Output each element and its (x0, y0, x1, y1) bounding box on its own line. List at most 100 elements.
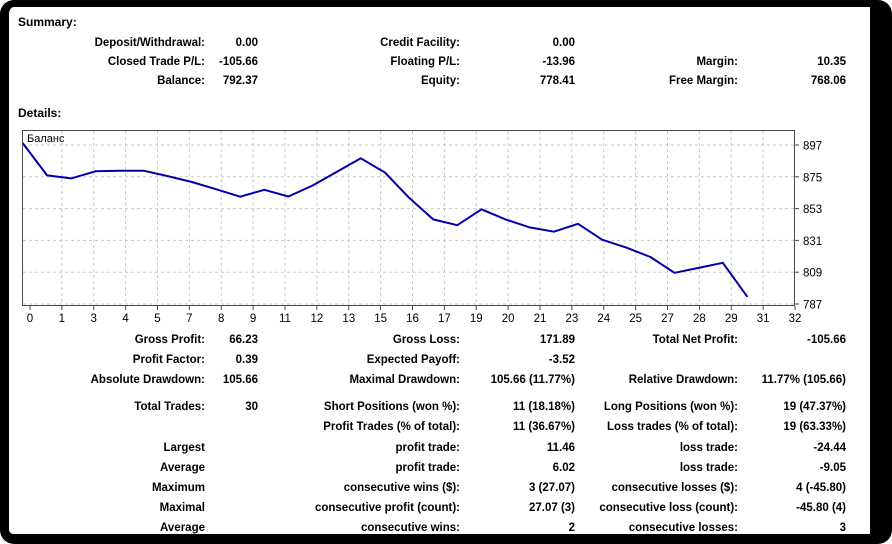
summary-row: Closed Trade P/L: -105.66 Floating P/L: … (0, 56, 892, 70)
y-axis-label: 897 (803, 141, 822, 153)
stat-label: Average (160, 522, 205, 534)
stat-value: 768.06 (810, 75, 846, 87)
stat-label: loss trade: (679, 462, 738, 474)
stat-value: 19 (47.37%) (783, 401, 846, 413)
x-axis-label: 19 (470, 313, 483, 325)
stat-value: 0.00 (552, 37, 575, 49)
x-axis-label: 17 (438, 313, 451, 325)
stat-value: 30 (245, 401, 258, 413)
stat-value: 66.23 (229, 334, 258, 346)
stats-row: Maximal consecutive profit (count): 27.0… (0, 502, 892, 516)
x-axis-label: 9 (250, 313, 256, 325)
stat-value: 4 (-45.80) (796, 482, 846, 494)
stat-value: 27.07 (3) (528, 502, 575, 514)
stats-row: Largest profit trade: 11.46 loss trade: … (0, 442, 892, 456)
stat-label: Credit Facility: (380, 37, 460, 49)
x-axis-label: 12 (310, 313, 323, 325)
balance-line (22, 142, 748, 298)
y-axis-label: 809 (803, 268, 822, 280)
stat-value: 19 (63.33%) (783, 421, 846, 433)
stat-value: 11 (18.18%) (512, 401, 575, 413)
stat-value: 3 (27.07) (528, 482, 575, 494)
stat-label: Gross Profit: (134, 334, 205, 346)
stat-label: Maximum (151, 482, 205, 494)
stat-label: Margin: (696, 56, 738, 68)
stat-label: consecutive loss (count): (599, 502, 738, 514)
stat-value: 3 (839, 522, 846, 534)
stat-value: -45.80 (4) (796, 502, 846, 514)
details-heading: Details: (18, 106, 62, 120)
stat-label: Floating P/L: (390, 56, 460, 68)
balance-chart: 897 875 853 831 809 787 0 1 3 4 5 7 8 9 11 12 13 15 16 17 19… (22, 130, 882, 330)
stat-label: Largest (163, 442, 205, 454)
x-axis-label: 27 (661, 313, 674, 325)
stats-row: Total Trades: 30 Short Positions (won %)… (0, 401, 892, 415)
stats-row: Average consecutive wins: 2 consecutive … (0, 522, 892, 536)
stat-label: profit trade: (395, 442, 460, 454)
stats-row: Gross Profit: 66.23 Gross Loss: 171.89 T… (0, 334, 892, 348)
stat-value: 11 (36.67%) (512, 421, 575, 433)
stat-value: 105.66 (11.77%) (490, 374, 575, 386)
summary-heading: Summary: (18, 15, 77, 29)
x-axis-label: 0 (27, 313, 33, 325)
x-axis-label: 15 (374, 313, 387, 325)
x-axis-label: 8 (218, 313, 224, 325)
stat-value: 0.00 (235, 37, 258, 49)
stat-label: Relative Drawdown: (628, 374, 738, 386)
stat-value: 171.89 (539, 334, 575, 346)
stat-label: Expected Payoff: (366, 354, 460, 366)
x-axis-label: 28 (693, 313, 706, 325)
stat-value: -24.44 (813, 442, 846, 454)
x-axis-label: 23 (565, 313, 578, 325)
stat-label: Long Positions (won %): (603, 401, 738, 413)
summary-row: Balance: 792.37 Equity: 778.41 Free Marg… (0, 75, 892, 89)
stat-value: 105.66 (222, 374, 258, 386)
x-axis-label: 16 (406, 313, 419, 325)
stat-value: 0.39 (235, 354, 258, 366)
stat-label: Closed Trade P/L: (107, 56, 205, 68)
x-axis-label: 29 (725, 313, 738, 325)
stat-label: Gross Loss: (392, 334, 460, 346)
chart-legend: Баланс (27, 133, 65, 145)
stat-label: profit trade: (395, 462, 460, 474)
stat-value: 11.46 (546, 442, 575, 454)
stat-label: Total Trades: (134, 401, 205, 413)
stat-label: Profit Factor: (132, 354, 205, 366)
stat-label: loss trade: (679, 442, 738, 454)
y-axis-label: 875 (803, 172, 822, 184)
stat-label: Free Margin: (668, 75, 738, 87)
y-axis-label: 831 (803, 236, 822, 248)
stat-label: Maximal Drawdown: (349, 374, 460, 386)
stat-label: Short Positions (won %): (323, 401, 460, 413)
x-axis-label: 25 (629, 313, 642, 325)
stat-label: consecutive wins: (360, 522, 460, 534)
x-axis-label: 1 (59, 313, 65, 325)
stat-label: Maximal (159, 502, 205, 514)
x-axis-label: 32 (789, 313, 802, 325)
x-axis-label: 20 (502, 313, 515, 325)
x-axis-label: 21 (534, 313, 547, 325)
stat-value: -3.52 (548, 354, 575, 366)
x-axis-label: 31 (757, 313, 770, 325)
stat-label: Balance: (157, 75, 205, 87)
stat-label: Average (160, 462, 205, 474)
stat-label: Deposit/Withdrawal: (94, 37, 205, 49)
summary-row: Deposit/Withdrawal: 0.00 Credit Facility… (0, 37, 892, 51)
stat-label: Profit Trades (% of total): (323, 421, 460, 433)
stat-value: 2 (568, 522, 575, 534)
stats-row: Profit Trades (% of total): 11 (36.67%) … (0, 421, 892, 435)
x-axis-label: 7 (186, 313, 192, 325)
stat-label: consecutive losses: (628, 522, 738, 534)
stat-label: Absolute Drawdown: (90, 374, 205, 386)
stat-value: 6.02 (552, 462, 575, 474)
x-axis-label: 11 (279, 313, 291, 325)
x-axis-label: 24 (597, 313, 610, 325)
stats-row: Profit Factor: 0.39 Expected Payoff: -3.… (0, 354, 892, 368)
y-axis-label: 853 (803, 204, 822, 216)
stat-label: Equity: (421, 75, 460, 87)
x-axis-label: 13 (342, 313, 355, 325)
stat-label: consecutive losses ($): (611, 482, 738, 494)
stat-value: -105.66 (806, 334, 846, 346)
y-axis-label: 787 (803, 300, 822, 312)
